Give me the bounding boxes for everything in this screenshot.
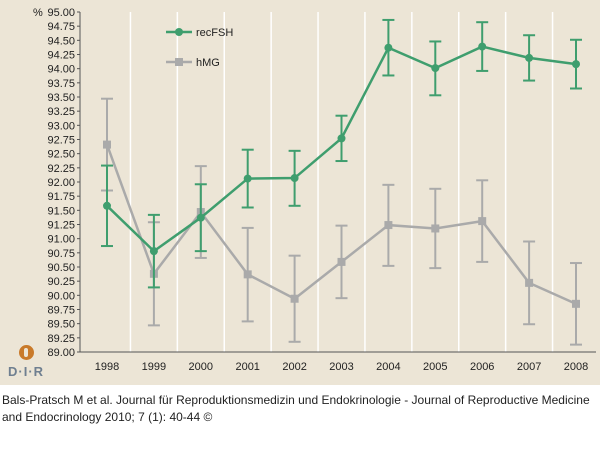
data-point [196, 213, 205, 222]
legend-label: recFSH [196, 27, 233, 39]
x-tick-label: 2002 [282, 361, 306, 373]
legend-label: hMG [196, 57, 220, 69]
legend-marker [175, 58, 183, 66]
y-tick-label: 93.50 [47, 92, 75, 104]
y-tick-label: 94.00 [47, 64, 75, 76]
y-tick-label: 91.25 [47, 220, 75, 232]
data-point [431, 224, 440, 233]
data-point [384, 221, 393, 230]
y-tick-label: 92.25 [47, 163, 75, 175]
data-point [290, 174, 299, 183]
x-tick-label: 2008 [564, 361, 588, 373]
citation-caption: Bals-Pratsch M et al. Journal für Reprod… [2, 393, 590, 424]
x-tick-label: 2001 [235, 361, 259, 373]
x-tick-label: 1999 [142, 361, 166, 373]
y-tick-label: 91.75 [47, 191, 75, 203]
y-tick-label: 94.25 [47, 50, 75, 62]
data-point [243, 270, 252, 279]
y-axis-label: % [33, 7, 43, 19]
series-recfsh [101, 18, 582, 289]
y-tick-label: 93.75 [47, 78, 75, 90]
data-point [478, 42, 487, 51]
y-tick-label: 94.75 [47, 21, 75, 33]
data-point [431, 64, 440, 73]
dir-logo: D·I·R [6, 343, 48, 383]
dir-logo-text: D·I·R [8, 364, 45, 379]
x-tick-label: 1998 [95, 361, 119, 373]
x-tick-label: 2004 [376, 361, 400, 373]
data-point [337, 257, 346, 266]
y-tick-label: 91.00 [47, 234, 75, 246]
y-tick-label: 93.25 [47, 106, 75, 118]
figure-panel: 89.00 89.25 89.50 89.75 90.00 90.25 90.50 90.75… [0, 0, 600, 385]
legend-marker [175, 28, 183, 36]
data-point [149, 247, 158, 256]
y-tick-label: 90.75 [47, 248, 75, 260]
y-tick-label: 93.00 [47, 120, 75, 132]
x-tick-label: 2003 [329, 361, 353, 373]
y-tick-label: 94.50 [47, 35, 75, 47]
data-point [384, 43, 393, 52]
y-tick-label: 89.50 [47, 319, 75, 331]
legend: recFSH hMG [166, 27, 233, 69]
data-point [572, 299, 580, 308]
y-tick-label: 90.25 [47, 276, 75, 288]
data-point [478, 217, 487, 226]
data-point [243, 174, 252, 183]
y-tick-label: 92.00 [47, 177, 75, 189]
y-tick-label: 92.50 [47, 149, 75, 161]
data-point [525, 53, 534, 62]
x-tick-label: 2006 [470, 361, 494, 373]
x-tick-label: 2007 [517, 361, 541, 373]
dir-emblem-icon [19, 345, 34, 360]
x-tick-label: 2005 [423, 361, 447, 373]
y-tick-label: 92.75 [47, 135, 75, 147]
data-point [290, 294, 299, 303]
data-point [103, 140, 111, 149]
data-point [525, 278, 534, 287]
y-tick-label: 89.25 [47, 333, 75, 345]
y-tick-label: 90.50 [47, 262, 75, 274]
data-point [103, 201, 111, 210]
x-tick-label: 2000 [189, 361, 213, 373]
data-point [337, 134, 346, 143]
y-tick-label: 90.00 [47, 290, 75, 302]
y-tick-label: 95.00 [47, 7, 75, 19]
plot-area [80, 12, 596, 352]
data-point [572, 60, 580, 69]
y-tick-label: 89.00 [47, 347, 75, 359]
y-tick-label: 89.75 [47, 305, 75, 317]
y-tick-label: 91.50 [47, 205, 75, 217]
line-chart: 89.00 89.25 89.50 89.75 90.00 90.25 90.50 90.75… [33, 7, 596, 373]
